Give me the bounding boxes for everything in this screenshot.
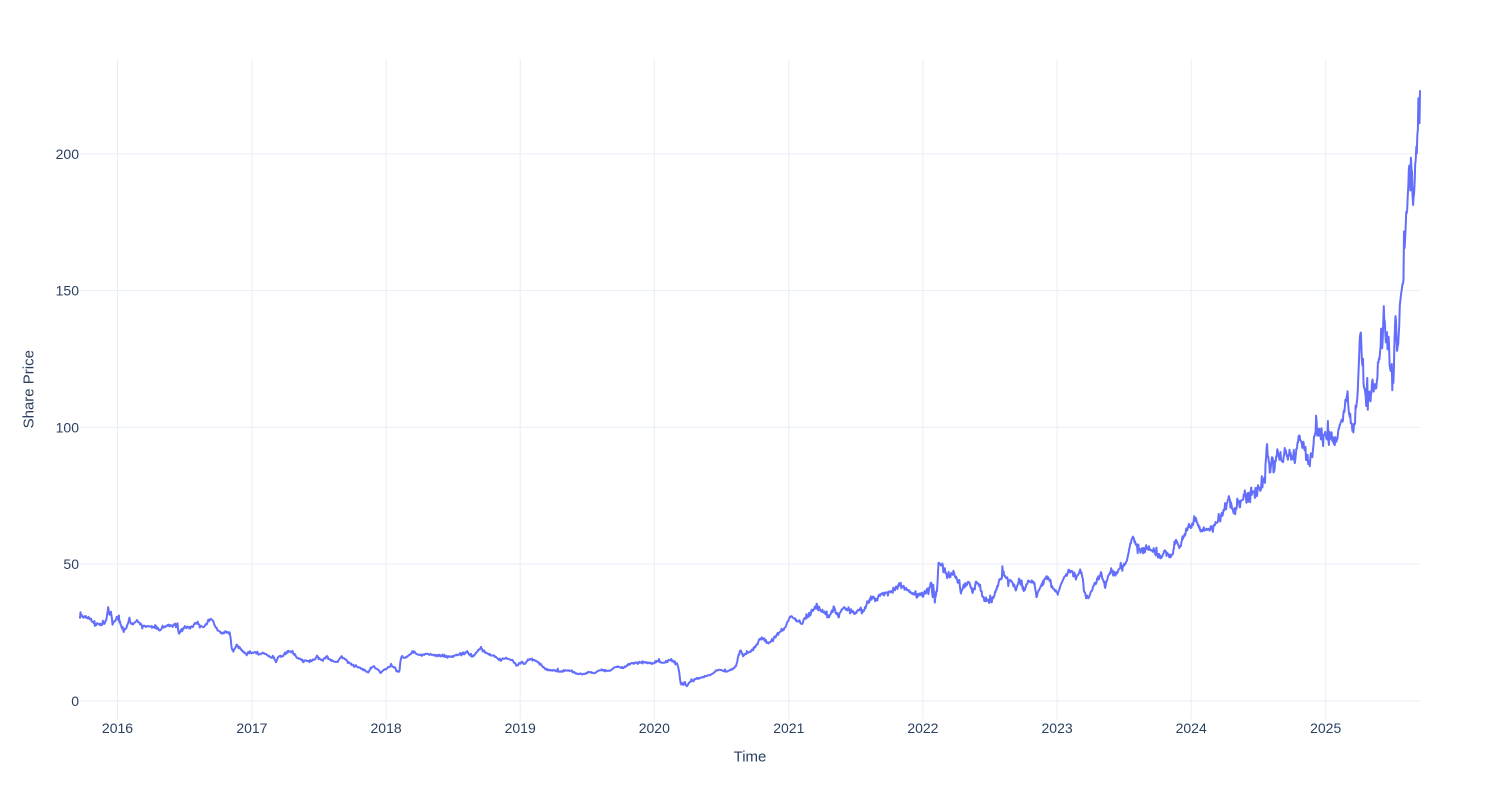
svg-text:2019: 2019 xyxy=(505,720,536,736)
svg-text:2024: 2024 xyxy=(1176,720,1207,736)
svg-text:2021: 2021 xyxy=(773,720,804,736)
svg-text:2025: 2025 xyxy=(1310,720,1341,736)
svg-text:150: 150 xyxy=(56,283,80,299)
svg-text:Time: Time xyxy=(734,749,767,766)
svg-text:2020: 2020 xyxy=(639,720,670,736)
svg-text:100: 100 xyxy=(56,419,80,435)
svg-text:2022: 2022 xyxy=(907,720,938,736)
svg-text:2018: 2018 xyxy=(371,720,402,736)
svg-text:Share Price: Share Price xyxy=(21,350,38,428)
svg-text:2017: 2017 xyxy=(236,720,267,736)
svg-text:0: 0 xyxy=(71,693,79,709)
svg-text:50: 50 xyxy=(63,556,79,572)
svg-text:2016: 2016 xyxy=(102,720,133,736)
svg-text:200: 200 xyxy=(56,146,80,162)
svg-text:2023: 2023 xyxy=(1042,720,1073,736)
